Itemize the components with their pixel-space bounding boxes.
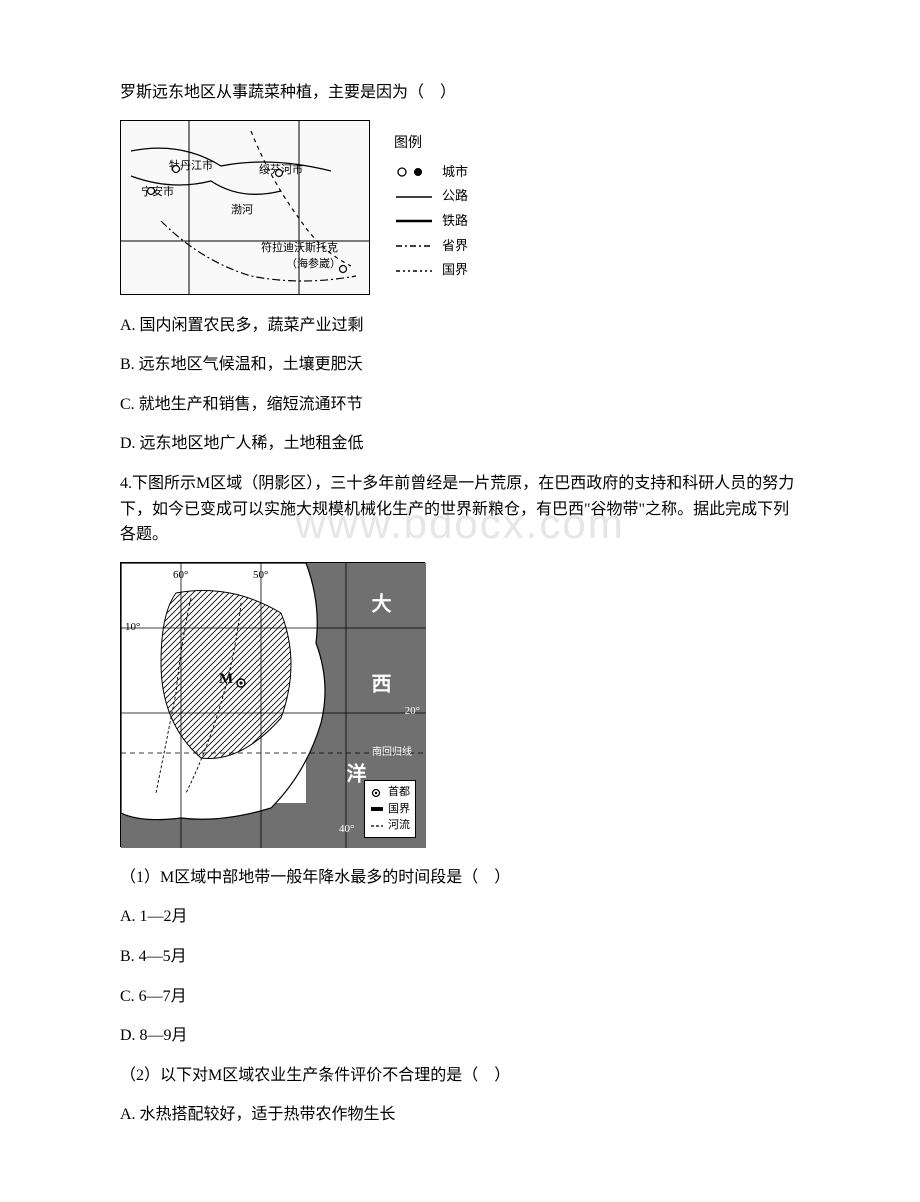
q3-legend-border: 国界 <box>442 258 468 283</box>
q4-legend-capital: 首都 <box>388 784 410 801</box>
q4-legend-box: 首都 国界 河流 <box>364 780 416 838</box>
q4-label-M: M <box>219 671 233 688</box>
q3-legend-rail: 铁路 <box>442 209 468 234</box>
q4-tropic: 南回归线 <box>372 743 412 758</box>
q3-stem: 罗斯远东地区从事蔬菜种植，主要是因为（ ） <box>120 80 800 106</box>
legend-sym-province <box>394 241 434 251</box>
q3-legend: 图例 城市 公路 铁路 <box>394 131 468 283</box>
q4-sub1-stem: （1）M区域中部地带一般年降水最多的时间段是（ ） <box>120 865 800 891</box>
q3-figure: 130° 131° 44° 牡丹江市 宁安市 绥芬河市 渤河 符拉迪沃斯托克 （… <box>120 120 800 295</box>
q4-lon50: 50° <box>253 569 268 581</box>
q3-legend-title: 图例 <box>394 131 468 158</box>
q3-optD: D. 远东地区地广人稀，土地租金低 <box>120 431 800 457</box>
q4-ocean1: 大 <box>365 593 394 627</box>
q4-legend-border: 国界 <box>388 801 410 818</box>
q4-ocean2: 西 <box>365 673 394 707</box>
legend-sym-rail <box>394 216 434 226</box>
q4-stem: 4.下图所示M区域（阴影区），三十多年前曾经是一片荒原，在巴西政府的支持和科研人… <box>120 471 800 548</box>
q3-optA: A. 国内闲置农民多，蔬菜产业过剩 <box>120 313 800 339</box>
q4-figure: M 60° 50° 40° 10° 20° 南回归线 大 西 洋 首都 国界 <box>120 562 800 847</box>
q3-map: 130° 131° 44° 牡丹江市 宁安市 绥芬河市 渤河 符拉迪沃斯托克 （… <box>120 120 370 295</box>
q3-legend-road: 公路 <box>442 184 468 209</box>
q3-legend-province: 省界 <box>442 234 468 259</box>
q4-sub1-optB: B. 4—5月 <box>120 944 800 970</box>
q4-map: M 60° 50° 40° 10° 20° 南回归线 大 西 洋 首都 国界 <box>120 562 425 847</box>
q3-optB: B. 远东地区气候温和，土壤更肥沃 <box>120 352 800 378</box>
q4-legend-river: 河流 <box>388 817 410 834</box>
q4-sub2-stem: （2）以下对M区域农业生产条件评价不合理的是（ ） <box>120 1063 800 1089</box>
q4-sub1-optD: D. 8—9月 <box>120 1023 800 1049</box>
page-content: 罗斯远东地区从事蔬菜种植，主要是因为（ ） 130° 131° 44° 牡丹江市… <box>120 80 800 1128</box>
q4-lat20: 20° <box>405 705 420 717</box>
q3-optC: C. 就地生产和销售，缩短流通环节 <box>120 392 800 418</box>
legend-sym-border <box>394 266 434 276</box>
legend-sym-city <box>394 166 434 178</box>
q4-sub1-optA: A. 1—2月 <box>120 904 800 930</box>
q4-lat10: 10° <box>125 621 140 633</box>
q4-sub2-optA: A. 水热搭配较好，适于热带农作物生长 <box>120 1102 800 1128</box>
q4-lon40: 40° <box>339 823 354 835</box>
legend-sym-road <box>394 192 434 202</box>
q4-sub1-optC: C. 6—7月 <box>120 984 800 1010</box>
q3-legend-city: 城市 <box>442 160 468 185</box>
q4-lon60: 60° <box>173 569 188 581</box>
